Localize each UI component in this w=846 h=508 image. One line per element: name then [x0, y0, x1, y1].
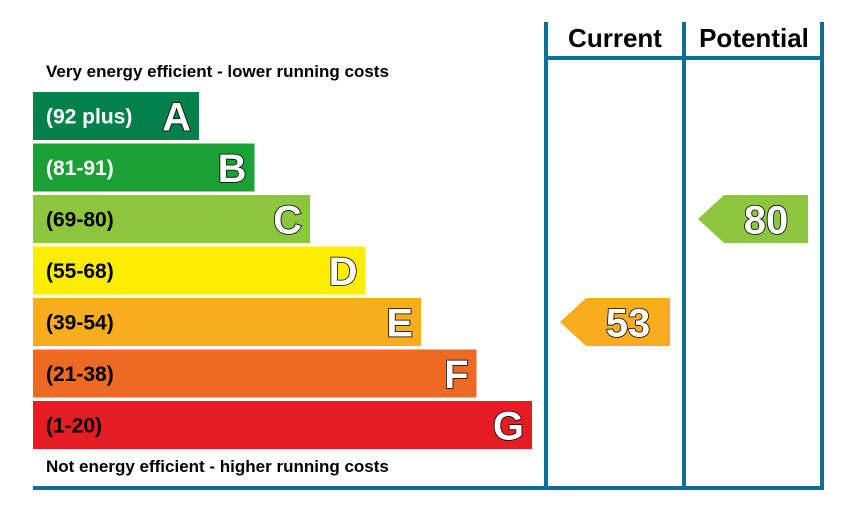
rating-bands: (92 plus) A(81-91) B(69-80) C(55-68) D(39-54… [33, 92, 532, 449]
band-bar-f [33, 349, 477, 398]
rating-markers: 53 80 [560, 195, 808, 346]
band-bar-g [33, 401, 532, 449]
potential-rating-value: 80 [744, 199, 789, 243]
band-letter-f: F [444, 353, 468, 397]
current-rating-arrow [560, 298, 670, 346]
band-g: (1-20) G [33, 401, 532, 449]
current-rating-value: 53 [606, 302, 651, 346]
potential-rating-arrow [698, 195, 808, 243]
band-bar-e [33, 298, 421, 346]
band-e: (39-54) E [33, 298, 421, 346]
band-range-g: (1-20) [46, 415, 102, 438]
band-a: (92 plus) A [33, 92, 199, 140]
potential-column-header: Potential [699, 23, 809, 53]
top-caption: Very energy efficient - lower running co… [46, 62, 389, 81]
band-range-e: (39-54) [46, 312, 114, 335]
band-bar-c [33, 195, 310, 243]
band-letter-c: C [273, 199, 302, 243]
band-letter-e: E [386, 302, 413, 346]
band-letter-b: B [218, 147, 247, 191]
band-d: (55-68) D [33, 246, 366, 295]
band-bar-d [33, 246, 366, 295]
band-range-c: (69-80) [46, 209, 114, 232]
bottom-caption: Not energy efficient - higher running co… [46, 457, 389, 476]
table-frame [33, 22, 824, 490]
band-range-d: (55-68) [46, 260, 114, 283]
potential-rating-marker: 80 [698, 195, 808, 243]
band-letter-d: D [329, 250, 358, 294]
band-bar-b [33, 143, 255, 192]
band-c: (69-80) C [33, 195, 310, 243]
current-column-header: Current [568, 23, 662, 53]
band-letter-g: G [493, 405, 524, 449]
current-rating-marker: 53 [560, 298, 670, 346]
band-b: (81-91) B [33, 143, 255, 192]
band-range-b: (81-91) [46, 157, 114, 180]
band-range-a: (92 plus) [46, 106, 132, 129]
band-f: (21-38) F [33, 349, 477, 398]
band-letter-a: A [162, 96, 191, 140]
band-bar-a [33, 92, 199, 140]
band-range-f: (21-38) [46, 363, 114, 386]
